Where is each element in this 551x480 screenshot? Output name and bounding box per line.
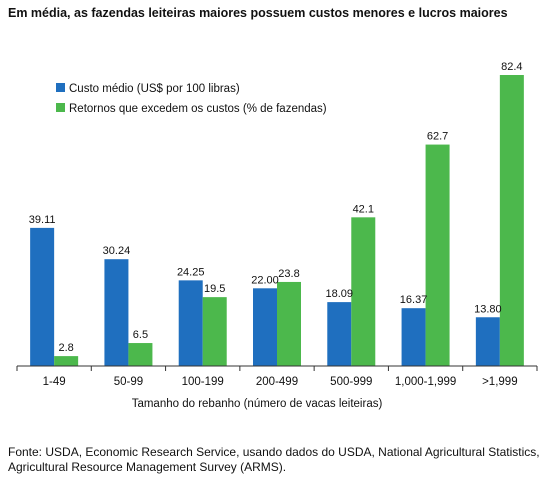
returns-value-label-0: 2.8	[58, 342, 73, 354]
cost-bar-0	[30, 227, 55, 366]
chart-title: Em média, as fazendas leiteiras maiores …	[8, 6, 508, 20]
cost-value-label-6: 13.80	[474, 303, 502, 315]
cost-value-label-0: 39.11	[29, 214, 56, 226]
cost-value-label-4: 18.09	[326, 288, 354, 300]
cost-bar-5	[401, 308, 426, 366]
returns-value-label-1: 6.5	[133, 329, 148, 341]
cost-bar-6	[475, 317, 500, 366]
returns-value-label-4: 42.1	[353, 203, 374, 215]
returns-bar-2	[202, 297, 227, 366]
returns-bar-4	[351, 217, 376, 366]
x-axis-title: Tamanho do rebanho (número de vacas leit…	[132, 398, 383, 410]
returns-bar-5	[425, 144, 450, 366]
cost-bar-4	[327, 302, 352, 366]
legend-label-0: Custo médio (US$ por 100 libras)	[69, 83, 240, 95]
legend-label-1: Retornos que excedem os custos (% de faz…	[69, 103, 327, 115]
x-axis: 1-49 50-99 100-199 200-499 500-999 1,000-1,99…	[16, 365, 538, 388]
bar-chart: Custo médio (US$ por 100 libras) Retornos…	[16, 61, 538, 410]
returns-value-label-6: 82.4	[501, 61, 522, 73]
source-note: Fonte: USDA, Economic Research Service, …	[8, 445, 540, 474]
returns-bar-6	[499, 75, 524, 366]
x-tick-label-1: 50-99	[114, 376, 143, 388]
x-tick-label-5: 1,000-1,999	[395, 376, 456, 388]
legend-swatch-0	[56, 83, 65, 92]
cost-value-label-3: 22.00	[251, 274, 279, 286]
cost-bar-2	[178, 280, 203, 366]
returns-value-label-2: 19.5	[204, 283, 225, 295]
cost-value-label-5: 16.37	[400, 294, 428, 306]
returns-value-label-3: 23.8	[278, 268, 299, 280]
cost-value-label-2: 24.25	[177, 266, 205, 278]
cost-bar-1	[104, 259, 129, 366]
cost-bar-3	[253, 288, 277, 366]
returns-bar-1	[128, 343, 153, 366]
x-tick-label-3: 200-499	[256, 376, 298, 388]
cost-value-label-1: 30.24	[103, 245, 131, 257]
x-tick-label-2: 100-199	[182, 376, 224, 388]
legend-swatch-1	[56, 103, 65, 112]
returns-bar-3	[277, 281, 301, 366]
x-tick-label-6: >1,999	[482, 376, 518, 388]
returns-bar-0	[54, 356, 79, 366]
x-tick-label-0: 1-49	[43, 376, 66, 388]
returns-value-label-5: 62.7	[427, 131, 448, 143]
chart-legend: Custo médio (US$ por 100 libras) Retornos…	[56, 83, 327, 115]
bars-group	[30, 75, 524, 366]
x-tick-label-4: 500-999	[330, 376, 372, 388]
